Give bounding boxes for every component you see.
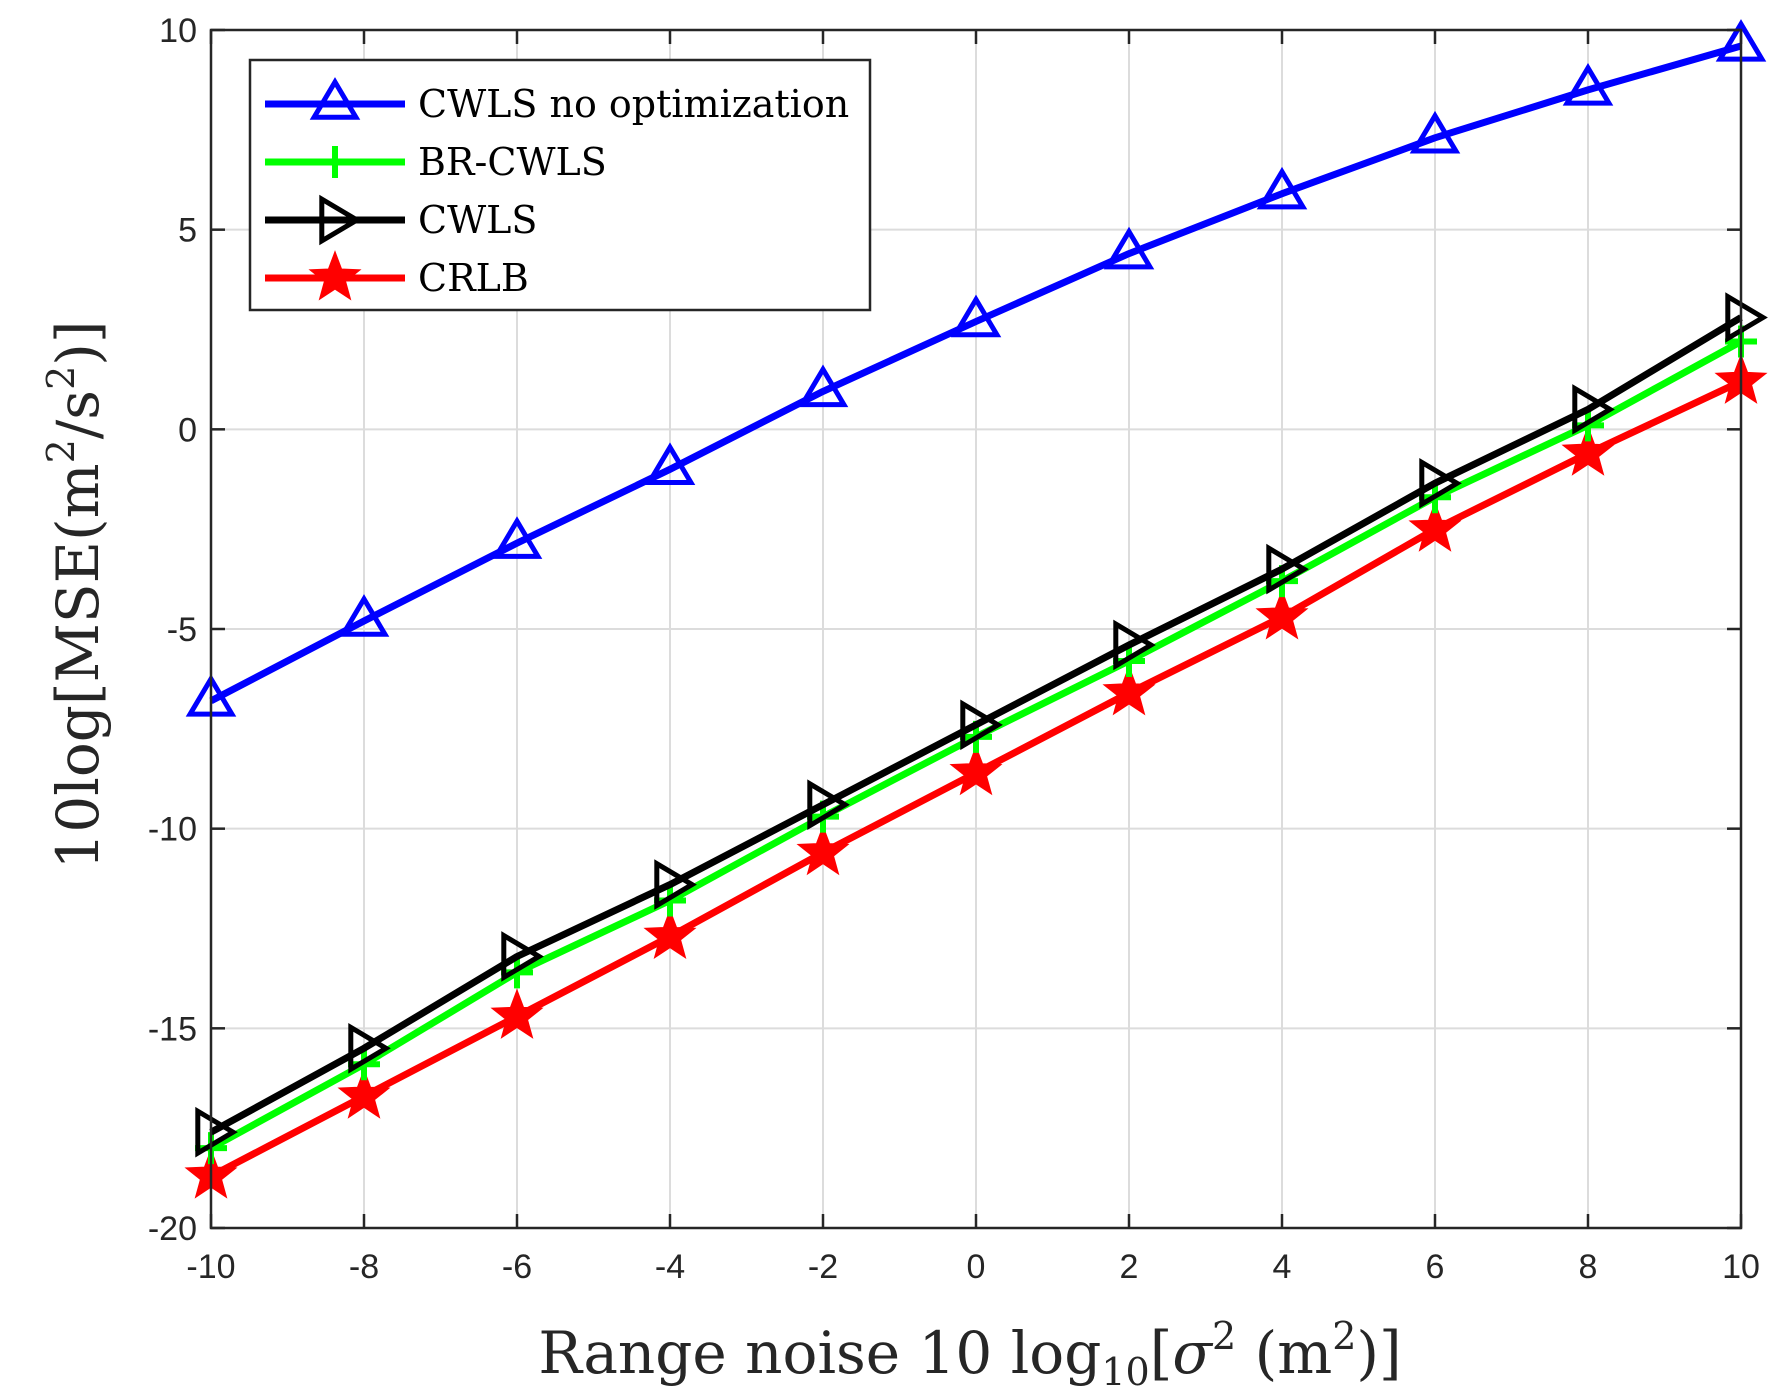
y-tick-label: -10 [148,811,197,849]
series-line [209,314,1743,1136]
data-point-marker [960,699,1003,751]
legend-label: CWLS [418,198,537,242]
legend-marker [309,77,361,120]
data-point-marker [1113,644,1145,677]
legend: CWLS no optimization BR-CWLS CWLS CRLB [248,58,872,312]
x-tick-label: 0 [967,1248,986,1286]
legend-entry: CRLB [265,250,529,301]
legend-label: CWLS no optimization [418,82,849,126]
x-tick-label: 10 [1722,1248,1760,1286]
x-tick-label: 2 [1120,1248,1139,1286]
data-point-marker [501,956,533,989]
x-axis-title: Range noise 10 log10[σ2 (m2)] [538,1314,1401,1394]
y-axis-title: 10log[MSE(m2/s2)] [39,320,112,869]
data-point-marker [807,779,850,830]
data-point-marker [950,294,1002,338]
data-point-marker [654,884,686,917]
data-point-marker [1113,619,1156,671]
data-point-marker [501,931,544,982]
x-tick-label: 4 [1273,1248,1292,1286]
data-point-marker [654,859,697,910]
x-tick-label: 8 [1579,1248,1598,1286]
data-point-marker [348,1048,380,1081]
legend-marker [319,194,362,246]
x-tick-label: -10 [186,1248,235,1286]
x-tick-label: -6 [502,1248,532,1286]
data-point-marker [1561,425,1615,476]
data-point-marker [1419,457,1462,509]
data-point-marker [1562,63,1614,106]
data-point-marker [491,516,543,559]
data-point-marker [195,1106,238,1158]
data-point-marker [1103,226,1155,270]
data-point-marker [949,744,1003,796]
data-point-marker [1572,409,1604,442]
data-point-marker [1102,665,1156,716]
y-tick-label: 10 [159,12,197,50]
data-point-marker [1266,543,1309,595]
data-point-marker [490,988,544,1039]
legend-label: BR-CWLS [418,140,607,184]
y-tick-label: 5 [178,212,197,250]
data-point-marker [1408,501,1462,552]
data-point-marker [338,594,390,637]
legend-marker [308,250,362,301]
legend-label: CRLB [418,256,529,300]
data-point-marker [1256,166,1308,210]
x-tick-label: 6 [1426,1248,1445,1286]
data-point-marker [796,824,850,876]
data-point-marker [1255,589,1309,640]
data-point-marker [797,364,849,408]
series-line [209,42,1742,705]
x-tick-label: -4 [655,1248,685,1286]
y-tick-label: -15 [148,1010,197,1048]
y-tick-label: 0 [178,411,197,449]
y-tick-label: -5 [167,611,197,649]
data-point-marker [1572,384,1615,435]
legend-entry: CWLS [265,194,537,246]
series-cwls [195,292,1768,1158]
x-tick-label: -8 [349,1248,379,1286]
data-point-marker [644,442,696,485]
legend-marker [319,146,351,178]
data-point-marker [1409,110,1461,154]
y-tick-label: -20 [148,1210,197,1248]
data-point-marker [643,908,697,960]
legend-entry: BR-CWLS [265,140,607,184]
x-tick-label: -2 [808,1248,838,1286]
data-point-marker [1725,292,1768,343]
data-point-marker [348,1023,391,1074]
data-point-marker [337,1068,391,1119]
legend-entry: CWLS no optimization [265,77,849,126]
